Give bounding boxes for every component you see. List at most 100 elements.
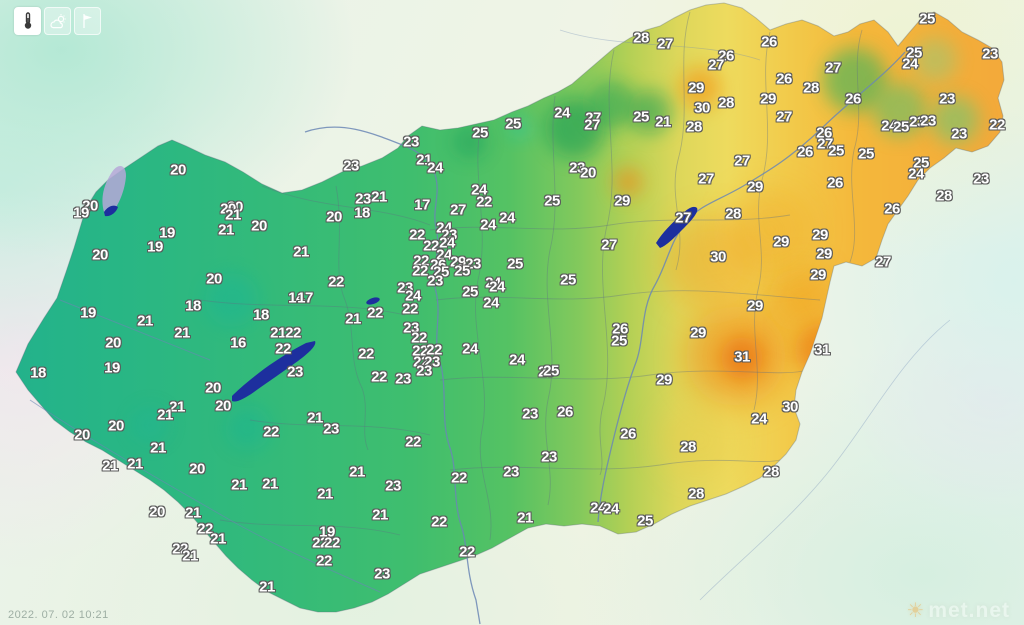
temp-label: 20 [170,161,186,179]
temp-label: 18 [185,297,201,315]
temp-label: 28 [633,29,649,47]
danube-river [304,126,481,625]
temp-label: 21 [157,406,173,424]
temp-label: 25 [507,255,523,273]
temp-label: 21 [210,530,226,548]
temp-label: 20 [189,460,205,478]
temp-label: 27 [698,170,714,188]
temp-label: 18 [253,306,269,324]
temp-label: 23 [951,125,967,143]
temp-label: 28 [686,118,702,136]
temp-label: 29 [656,371,672,389]
lake-balaton [232,341,316,402]
temp-label: 24 [751,410,767,428]
temp-label: 30 [694,99,710,117]
temp-label: 22 [451,469,467,487]
temp-label: 22 [312,534,328,552]
temp-label: 21 [270,324,286,342]
lake-ferto-south-tip [104,205,118,217]
temp-label: 23 [441,226,457,244]
temp-label: 29 [760,90,776,108]
temp-label: 21 [317,485,333,503]
hungary-temperature-surface [15,2,1005,625]
temp-label: 22 [367,304,383,322]
temp-label: 21 [259,578,275,596]
temp-label: 26 [797,143,813,161]
temp-label: 20 [82,197,98,215]
thermometer-icon [21,12,35,30]
temp-label: 29 [747,178,763,196]
temp-label: 29 [773,233,789,251]
temp-label: 25 [433,263,449,281]
temp-label: 19 [147,238,163,256]
temp-label: 20 [251,217,267,235]
temp-label: 24 [427,159,443,177]
temp-label: 23 [323,420,339,438]
temp-label: 20 [220,200,236,218]
temp-label: 27 [875,253,891,271]
temp-label: 24 [590,499,606,517]
temp-label: 23 [909,113,925,131]
temp-label: 22 [285,324,301,342]
temp-label: 21 [262,475,278,493]
temp-label: 26 [612,320,628,338]
temp-label: 22 [426,341,442,359]
temp-label: 22 [328,273,344,291]
temp-label: 25 [913,154,929,172]
temp-label: 23 [973,170,989,188]
temp-label: 22 [263,423,279,441]
temp-label: 23 [465,255,481,273]
temp-label: 24 [436,246,452,264]
temp-label: 22 [412,262,428,280]
temp-label: 24 [603,500,619,518]
temp-label: 30 [782,398,798,416]
temp-label: 21 [225,206,241,224]
temp-label: 26 [845,90,861,108]
temp-label: 24 [902,55,918,73]
temp-label: 21 [185,504,201,522]
temperature-layer-button[interactable] [14,7,41,35]
temp-label: 20 [206,270,222,288]
temp-label: 24 [462,340,478,358]
temp-label: 21 [169,398,185,416]
weather-layer-button[interactable] [44,7,71,35]
temp-label: 22 [423,237,439,255]
temp-label: 23 [397,279,413,297]
temp-label: 24 [554,104,570,122]
temp-label: 27 [657,35,673,53]
temp-label: 23 [355,190,371,208]
temp-label: 25 [560,271,576,289]
flag-icon [81,13,95,29]
temp-label: 25 [858,145,874,163]
county-borders [199,11,863,541]
temp-label: 21 [127,455,143,473]
temp-label: 26 [620,425,636,443]
raba-river [59,299,211,361]
temp-label: 28 [936,187,952,205]
temp-label: 23 [403,319,419,337]
temp-label: 25 [906,44,922,62]
temp-label: 27 [776,108,792,126]
temp-label: 22 [412,342,428,360]
temp-label: 25 [544,192,560,210]
temp-label: 24 [881,117,897,135]
temp-label: 24 [480,216,496,234]
temp-label: 22 [275,340,291,358]
temp-label: 22 [476,193,492,211]
temp-label: 28 [688,485,704,503]
temp-label: 26 [718,47,734,65]
sun-icon: ☀ [906,600,925,622]
lake-ferto [102,166,126,214]
temp-label: 22 [413,252,429,270]
temp-label: 20 [215,397,231,415]
temp-label: 23 [920,112,936,130]
temp-label: 28 [725,205,741,223]
temp-label: 16 [230,334,246,352]
wind-layer-button[interactable] [74,7,101,35]
temp-label: 27 [817,135,833,153]
temp-label: 20 [149,503,165,521]
temp-label: 19 [159,224,175,242]
temp-label: 20 [105,334,121,352]
temp-label: 23 [395,370,411,388]
